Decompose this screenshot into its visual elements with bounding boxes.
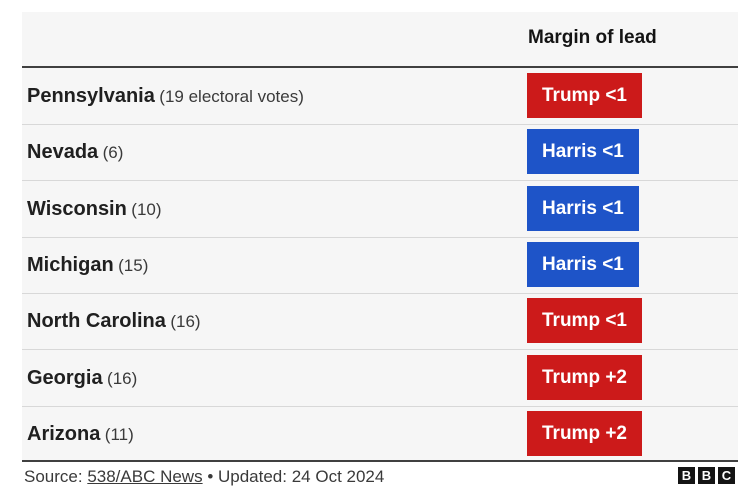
margin-badge: Trump +2 xyxy=(527,410,642,456)
state-name: Arizona xyxy=(27,422,101,445)
table-row: Nevada (6) Harris <1 xyxy=(22,124,738,182)
table-row: Wisconsin (10) Harris <1 xyxy=(22,181,738,238)
table-row: Arizona (11) Trump +2 xyxy=(22,406,738,462)
table-row: Pennsylvania (19 electoral votes) Trump <… xyxy=(22,68,738,125)
state-cell: Michigan (15) xyxy=(27,237,148,293)
source-prefix: Source: xyxy=(24,467,88,486)
bbc-logo: B B C xyxy=(678,467,735,484)
state-cell: Nevada (6) xyxy=(27,124,123,180)
state-name: Wisconsin xyxy=(27,197,127,220)
table-row: North Carolina (16) Trump <1 xyxy=(22,293,738,351)
footer-divider xyxy=(22,460,738,462)
bbc-logo-letter: B xyxy=(698,467,715,484)
electoral-votes: (10) xyxy=(131,199,162,219)
state-cell: Georgia (16) xyxy=(27,350,137,406)
electoral-votes: (19 electoral votes) xyxy=(159,87,304,106)
margin-badge: Harris <1 xyxy=(527,129,639,175)
results-table: Margin of lead Pennsylvania (19 electora… xyxy=(22,12,738,460)
margin-column-header: Margin of lead xyxy=(528,27,657,48)
electoral-votes: (11) xyxy=(104,424,134,444)
state-cell: Pennsylvania (19 electoral votes) xyxy=(27,68,304,124)
source-link[interactable]: 538/ABC News xyxy=(87,467,203,486)
electoral-votes: (16) xyxy=(107,368,138,388)
source-footer: Source: 538/ABC News • Updated: 24 Oct 2… xyxy=(24,467,384,487)
margin-badge: Trump +2 xyxy=(527,354,642,400)
margin-badge: Harris <1 xyxy=(527,241,639,287)
margin-badge: Trump <1 xyxy=(527,73,642,118)
bbc-logo-letter: C xyxy=(718,467,735,484)
table-row: Michigan (15) Harris <1 xyxy=(22,237,738,294)
state-cell: Arizona (11) xyxy=(27,406,134,462)
state-name: Pennsylvania xyxy=(27,85,155,107)
margin-badge: Trump <1 xyxy=(527,298,642,344)
state-name: Nevada xyxy=(27,141,99,164)
bbc-logo-letter: B xyxy=(678,467,695,484)
table-row: Georgia (16) Trump +2 xyxy=(22,350,738,407)
margin-badge: Harris <1 xyxy=(527,185,639,231)
state-cell: Wisconsin (10) xyxy=(27,181,162,237)
electoral-votes: (16) xyxy=(170,312,201,332)
electoral-votes: (6) xyxy=(102,143,124,163)
state-cell: North Carolina (16) xyxy=(27,293,201,349)
electoral-votes: (15) xyxy=(118,255,149,275)
state-name: Michigan xyxy=(27,253,114,276)
state-name: Georgia xyxy=(27,366,103,389)
updated-text: • Updated: 24 Oct 2024 xyxy=(202,467,385,486)
table-header: Margin of lead xyxy=(22,12,738,68)
state-name: North Carolina xyxy=(27,310,166,333)
